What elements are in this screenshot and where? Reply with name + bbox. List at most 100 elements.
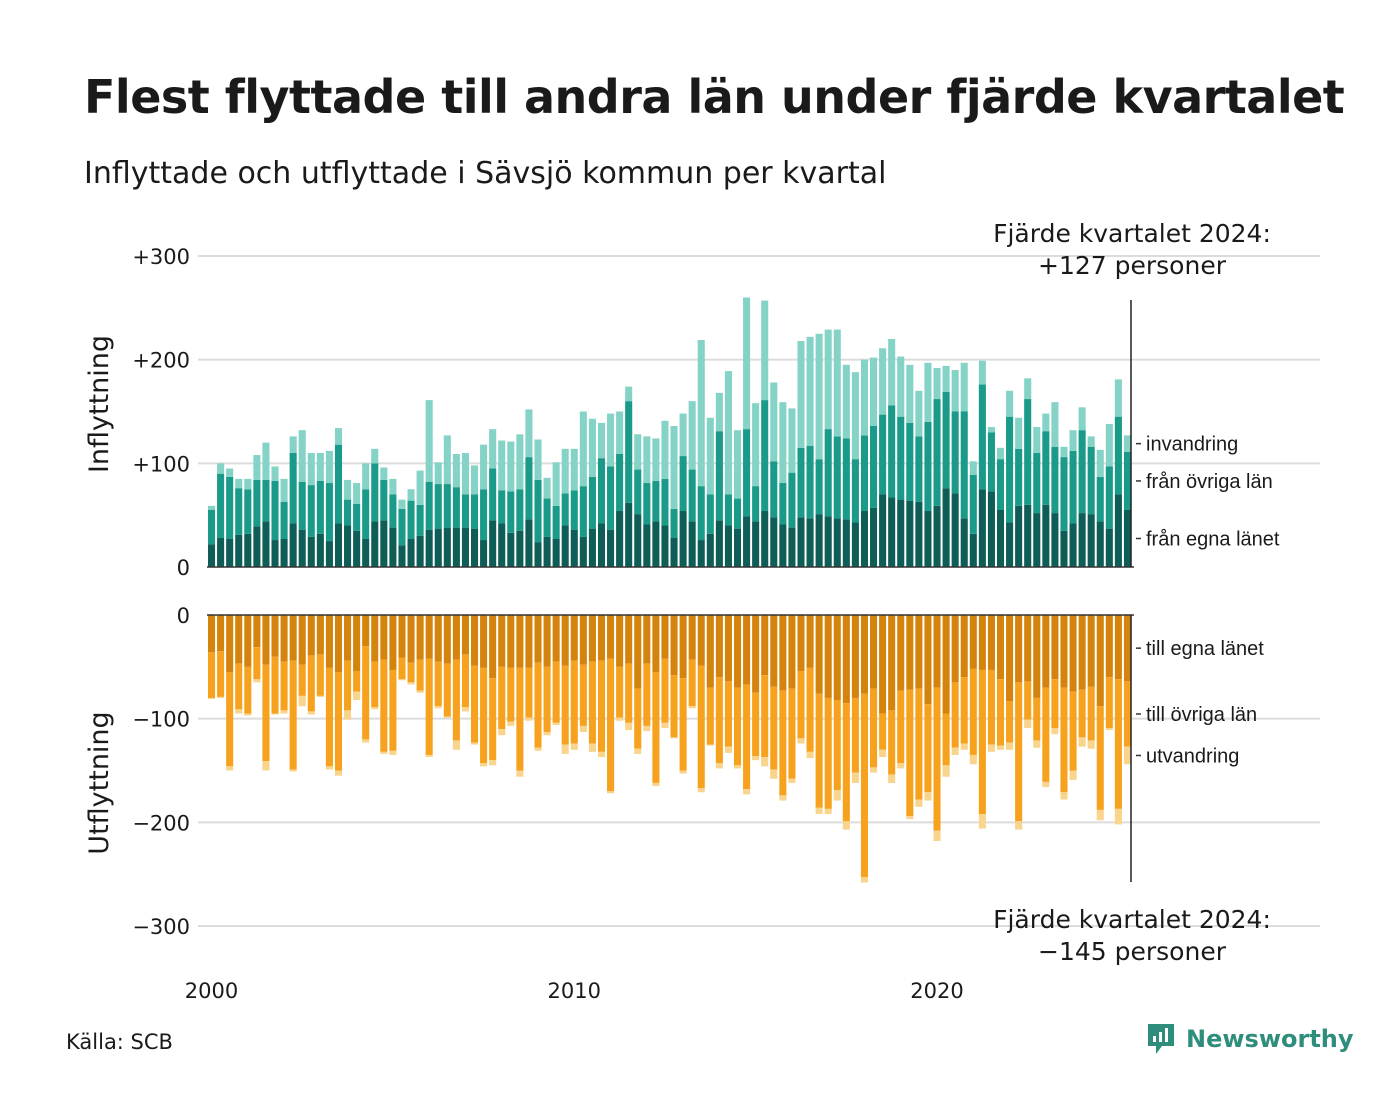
bar-out-out_other [1105,677,1113,728]
bar-in-in_immigration [1105,423,1113,467]
grid-layer [198,255,1320,927]
bar-in-in_own [833,518,841,567]
bar-in-in_immigration [1069,430,1077,451]
bar-out-out_own [1078,615,1086,690]
bar-in-in_immigration [1060,446,1068,458]
bar-out-out_emigration [235,709,243,714]
bar-out-out_emigration [752,755,760,761]
bar-out-out_emigration [888,774,896,783]
bar-in-in_other [815,459,823,515]
bar-in-in_other [271,480,279,541]
bar-out-out_own [452,615,460,660]
bar-in-in_immigration [1033,427,1041,453]
bar-in-in_own [389,527,397,567]
bar-out-out_other [870,688,878,768]
bar-in-in_own [1042,504,1050,567]
bar-out-out_other [253,647,261,680]
category-label: utvandring [1146,745,1239,767]
bar-out-out_emigration [661,722,669,728]
bar-in-in_other [489,468,497,521]
axis-layer [207,300,1141,882]
bar-in-in_immigration [969,461,977,475]
bar-out-out_emigration [733,765,742,769]
bar-out-out_other [915,688,923,800]
in-annotation-line1: Fjärde kvartalet 2024: [993,219,1271,248]
bar-out-out_other [1042,687,1050,782]
bar-out-out_emigration [489,760,497,766]
bar-in-in_other [570,490,578,530]
bar-in-in_own [452,527,460,567]
bar-out-out_emigration [389,750,397,755]
bar-out-out_emigration [226,766,234,771]
bar-in-in_own [1096,521,1104,567]
bar-in-in_immigration [498,440,506,491]
bar-in-in_immigration [897,356,905,417]
bar-out-out_own [389,615,397,670]
bar-out-out_other [407,662,415,683]
bar-out-out_emigration [616,717,624,721]
bar-out-out_emigration [960,743,968,750]
bar-out-out_other [770,686,778,770]
bar-in-in_other [334,444,343,524]
out-annotation-line1: Fjärde kvartalet 2024: [993,905,1271,934]
bar-out-out_other [588,661,596,744]
bar-in-in_immigration [1096,449,1104,477]
bar-in-in_other [788,472,796,528]
bar-out-out_emigration [371,707,379,710]
bar-in-in_other [697,486,705,541]
bar-in-in_own [425,529,433,567]
bar-out-out_emigration [1033,740,1041,748]
bar-in-in_immigration [779,402,787,484]
bar-in-in_immigration [987,427,995,433]
bar-in-in_own [933,505,941,567]
bar-out-out_other [951,682,959,748]
bar-in-in_other [733,498,742,529]
bar-out-out_other [1033,697,1041,741]
bar-out-out_other [344,660,352,711]
bar-out-out_other [570,660,578,744]
bar-out-out_other [851,697,859,773]
bar-in-in_immigration [353,483,361,504]
bar-in-in_other [688,469,696,522]
bar-in-in_immigration [289,436,297,453]
chart-svg: 0 +100 +200 +300 0 −100 −200 −300 Inflyttning Utf… [84,219,1320,1000]
bar-in-in_other [416,504,424,536]
bar-out-out_emigration [461,707,469,712]
bar-out-out_other [226,672,234,767]
bar-out-out_emigration [715,763,723,769]
bar-out-out_other [679,678,687,771]
bar-in-in_immigration [815,333,823,460]
bar-out-out_other [607,658,615,792]
bar-out-out_other [842,703,850,822]
bar-in-in_own [888,497,896,567]
bar-in-in_immigration [870,357,878,427]
bar-out-out_own [752,615,760,693]
bar-in-in_immigration [271,466,279,481]
bar-out-out_own [543,615,551,667]
bar-in-in_immigration [516,434,524,490]
bar-out-out_emigration [271,713,279,715]
bar-out-out_other [507,667,515,722]
bar-in-in_immigration [770,382,778,462]
bar-in-in_own [724,525,732,567]
bar-in-in_immigration [625,386,633,402]
bar-in-in_own [380,520,388,567]
x-tick-label: 2020 [910,979,963,1000]
bar-in-in_own [480,540,488,567]
bar-in-in_other [1033,452,1041,514]
y-tick-label-out: −200 [132,811,190,835]
bar-out-out_own [434,615,442,662]
bar-in-in_immigration [1078,407,1086,431]
bar-in-in_immigration [906,364,914,423]
bar-in-in_other [706,494,714,534]
bar-out-out_emigration [398,679,406,681]
bar-in-in_immigration [253,455,261,480]
bar-in-in_other [1006,416,1014,523]
bar-in-in_immigration [398,499,406,509]
bar-in-in_own [661,525,669,567]
bar-in-in_other [588,476,596,529]
bar-out-out_own [597,615,606,661]
bar-out-out_own [833,615,841,701]
bar-out-out_emigration [217,696,225,698]
bar-out-out_emigration [316,695,324,697]
